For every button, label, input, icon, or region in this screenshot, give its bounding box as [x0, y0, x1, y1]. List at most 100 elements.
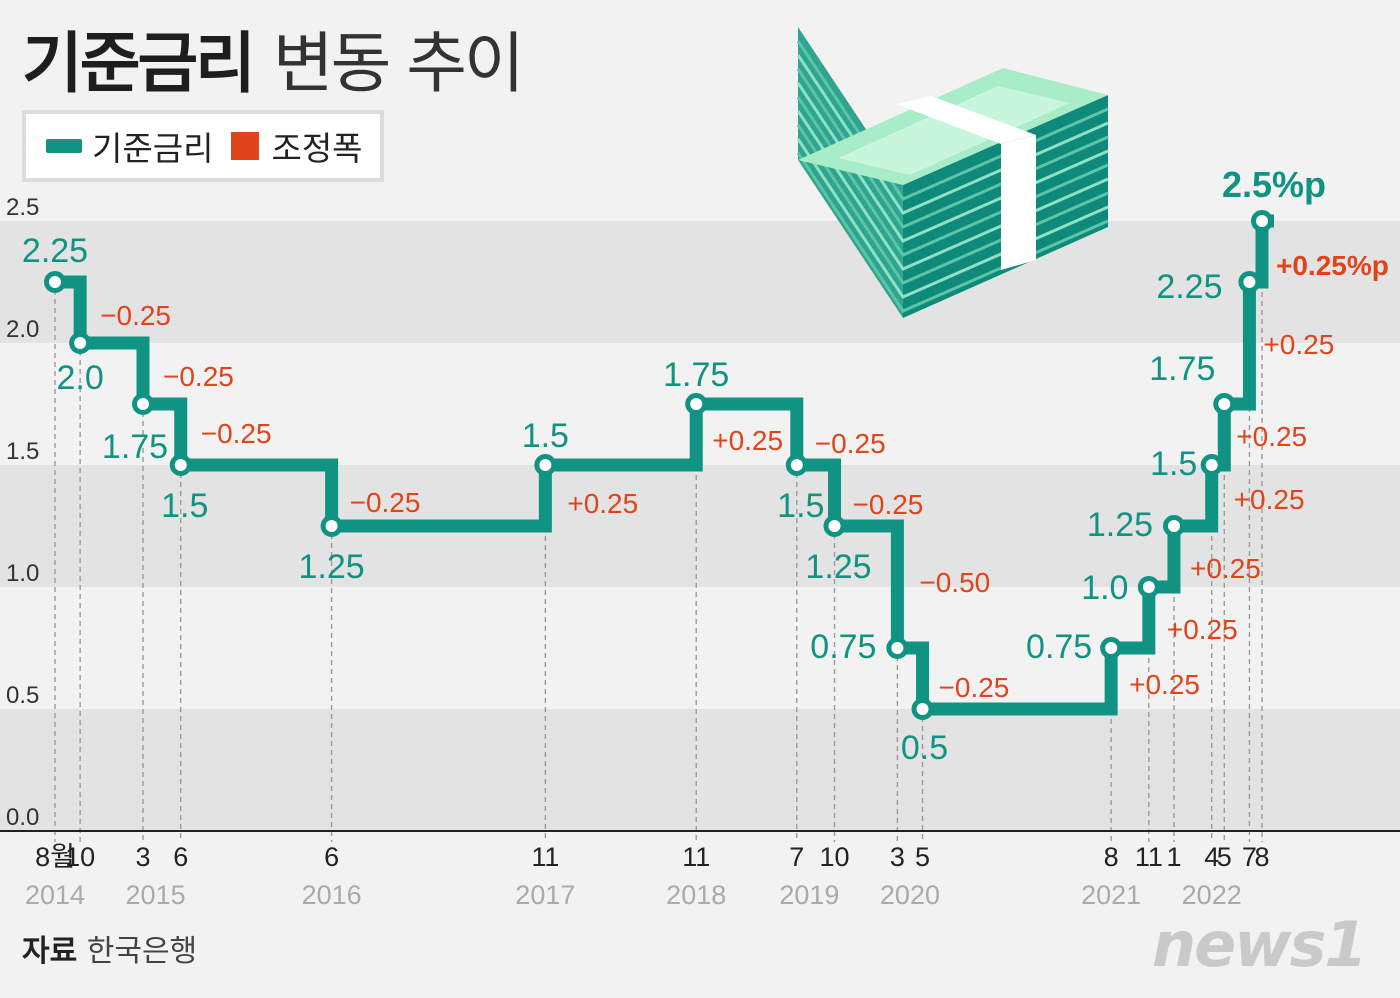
value-label: 2.0 [57, 359, 104, 397]
page-title: 기준금리 변동 추이 [22, 10, 525, 106]
money-band-top [896, 96, 1036, 144]
legend-item-rate: 기준금리 [46, 122, 213, 170]
change-label: +0.25 [1190, 553, 1261, 584]
change-label: +0.25 [1234, 484, 1305, 515]
x-year-label: 2014 [25, 880, 85, 910]
y-tick-label: 0.5 [6, 682, 39, 709]
money-edge-stripe [796, 68, 1109, 229]
x-month-label: 10 [65, 842, 95, 872]
value-label: 0.75 [1026, 628, 1092, 666]
money-edge-stripe [796, 138, 1109, 299]
x-year-label: 2017 [515, 880, 575, 910]
rate-point [169, 454, 192, 476]
x-month-label: 7 [1242, 842, 1257, 872]
rate-point [823, 515, 846, 537]
money-band-side [1001, 135, 1036, 270]
change-label: −0.25 [201, 418, 272, 449]
y-tick-label: 2.5 [6, 194, 39, 221]
x-month-label: 6 [324, 842, 339, 872]
change-label: +0.25 [1129, 669, 1200, 700]
x-month-label: 6 [173, 842, 188, 872]
x-month-label: 11 [531, 842, 559, 872]
rate-point [1100, 637, 1123, 659]
value-label: 1.0 [1081, 569, 1128, 607]
y-band-0 [0, 709, 1400, 831]
rate-point [1137, 576, 1160, 598]
guide-lines [54, 229, 1263, 842]
change-labels: −0.25 −0.25 −0.25 −0.25 +0.25 +0.25 −0.25 −0.25… [100, 250, 1389, 703]
value-label: 0.75 [810, 628, 876, 666]
legend-item-change: 조정폭 [231, 122, 363, 170]
x-month-label: 5 [1217, 842, 1232, 872]
change-label: +0.25 [712, 425, 783, 456]
change-label: −0.50 [919, 567, 990, 598]
money-stack-icon [796, 27, 1109, 318]
y-tick-label: 1.5 [6, 438, 39, 465]
x-month-label: 8 [1254, 842, 1269, 872]
value-labels: 2.25 2.0 1.75 1.5 1.25 1.5 1.75 1.5 1.25 0.75 0.5 0… [22, 164, 1326, 767]
x-month-label: 3 [135, 842, 150, 872]
rate-point [1251, 210, 1273, 232]
money-edge-stripe [796, 124, 1109, 285]
value-label: 1.75 [102, 428, 168, 466]
change-label: −0.25 [815, 428, 886, 459]
value-label: 1.25 [805, 548, 871, 586]
x-year-label: 2016 [302, 880, 362, 910]
x-year-label: 2020 [880, 880, 940, 910]
rate-point [44, 271, 66, 293]
source-note: 자료 한국은행 [22, 926, 197, 970]
x-month-label: 10 [819, 842, 849, 872]
x-year-label: 2019 [779, 880, 839, 910]
legend-rate-label: 기준금리 [92, 129, 214, 168]
money-edge-stripe [796, 40, 1109, 201]
x-month-label: 11 [1135, 842, 1163, 872]
y-axis-ticks: 0.0 0.5 1.0 1.5 2.0 2.5 [6, 194, 39, 831]
rate-point [69, 332, 92, 354]
rate-point [685, 393, 708, 415]
rate-point [1238, 271, 1261, 293]
rate-point [886, 637, 909, 659]
rate-point [1162, 515, 1185, 537]
legend-change-label: 조정폭 [271, 129, 363, 168]
rate-points [44, 210, 1273, 720]
money-edge-stripe [796, 54, 1109, 215]
value-label: 1.75 [663, 356, 729, 394]
money-edge-stripe [796, 152, 1109, 313]
value-label: 1.25 [299, 548, 365, 586]
change-label: −0.25 [100, 300, 171, 331]
source-name: 한국은행 [86, 934, 198, 969]
news1-logo: news1 [1152, 908, 1368, 981]
rate-point [132, 393, 155, 415]
y-tick-label: 2.0 [6, 316, 39, 343]
source-prefix: 자료 [22, 934, 78, 969]
rate-point [785, 454, 808, 476]
value-label: 1.5 [1150, 445, 1197, 483]
change-label: +0.25 [567, 488, 638, 519]
value-label: 2.5%p [1222, 164, 1326, 205]
rate-point [1213, 393, 1236, 415]
rate-point [1200, 454, 1223, 476]
x-year-label: 2021 [1081, 880, 1141, 910]
x-year-label: 2022 [1182, 880, 1242, 910]
title-rest: 변동 추이 [272, 25, 525, 102]
x-month-label: 8 [1104, 842, 1119, 872]
value-label: 1.5 [161, 487, 208, 525]
y-tick-label: 0.0 [6, 804, 39, 831]
money-edge-stripe [796, 82, 1109, 243]
change-label: +0.25 [1167, 614, 1238, 645]
change-label: −0.25 [350, 487, 421, 518]
value-label: 1.75 [1149, 350, 1215, 388]
change-label: +0.25%p [1276, 250, 1389, 281]
rate-point [320, 515, 343, 537]
value-label: 1.5 [522, 417, 569, 455]
value-label: 2.25 [1156, 268, 1222, 306]
value-label: 0.5 [901, 729, 948, 767]
money-top-inner [838, 86, 1070, 175]
x-month-label: 1 [1166, 842, 1181, 872]
change-label: +0.25 [1236, 421, 1307, 452]
x-year-label: 2018 [666, 880, 726, 910]
x-month-label: 7 [789, 842, 804, 872]
value-label: 1.5 [777, 487, 824, 525]
